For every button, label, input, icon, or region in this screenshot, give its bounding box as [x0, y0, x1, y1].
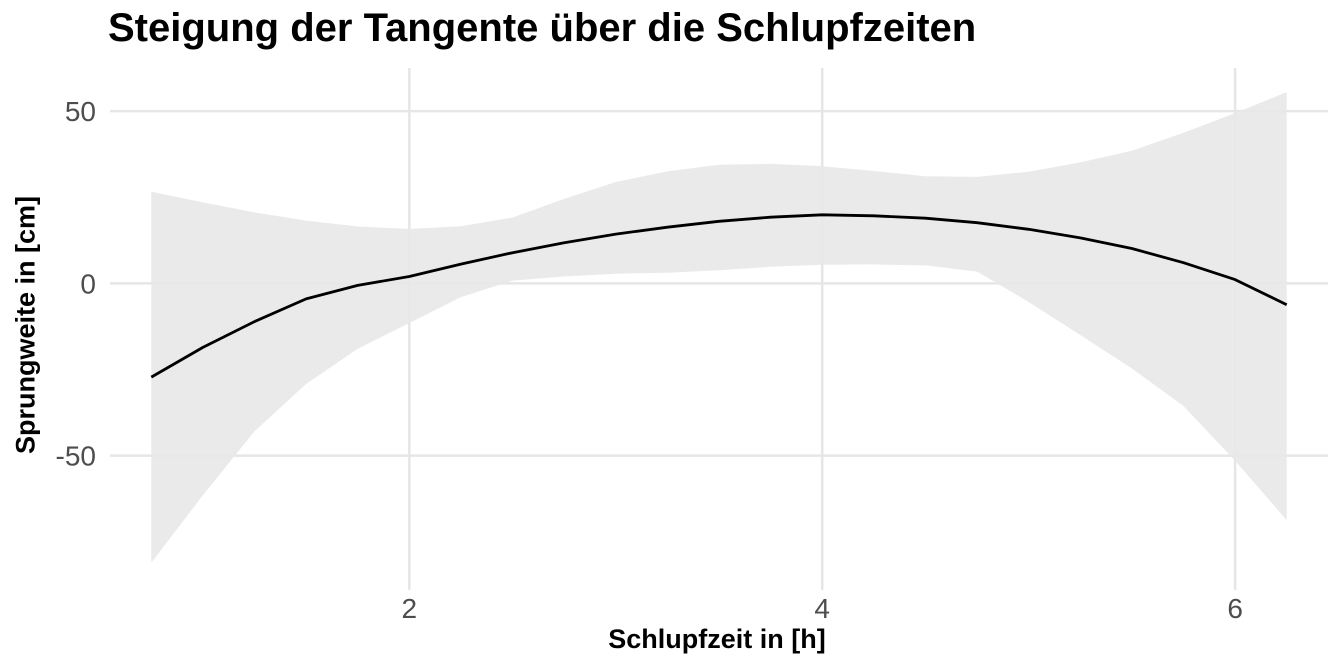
x-tick-label-2: 6 [1227, 593, 1243, 624]
x-tick-label-1: 4 [814, 593, 830, 624]
confidence-band [151, 92, 1287, 563]
y-axis-label: Sprungweite in [cm] [10, 195, 41, 455]
series-line-0 [150, 213, 1288, 379]
x-axis-label: Schlupfzeit in [h] [608, 624, 826, 654]
y-tick-label-0: -50 [56, 441, 96, 472]
y-tick-label-2: 50 [65, 96, 96, 127]
x-tick-label-0: 2 [402, 593, 418, 624]
chart-title: Steigung der Tangente über die Schlupfze… [108, 6, 977, 50]
y-tick-label-1: 0 [80, 268, 96, 299]
